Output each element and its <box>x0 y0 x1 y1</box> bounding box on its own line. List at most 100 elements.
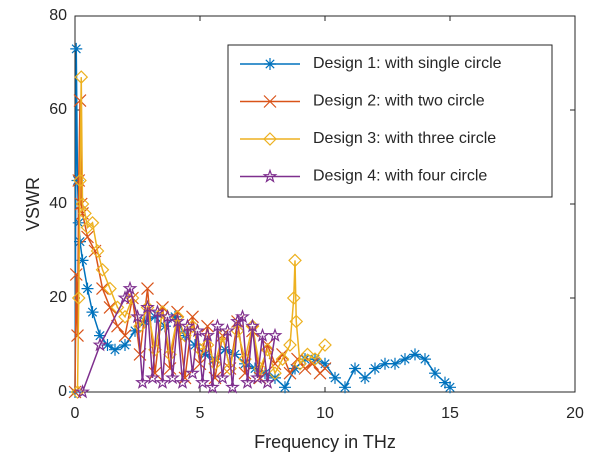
marker <box>349 362 361 375</box>
marker <box>389 357 401 370</box>
marker <box>205 379 220 394</box>
marker <box>300 347 315 362</box>
marker <box>145 370 160 385</box>
marker <box>160 308 175 324</box>
marker <box>195 374 210 389</box>
marker <box>117 290 133 305</box>
legend-label: Design 4: with four circle <box>313 168 487 185</box>
marker <box>239 357 251 370</box>
marker <box>439 376 451 389</box>
marker <box>318 338 332 352</box>
marker <box>69 268 83 281</box>
marker <box>96 282 109 296</box>
marker <box>92 337 108 352</box>
marker <box>133 319 147 334</box>
marker <box>169 310 181 323</box>
marker <box>70 42 83 55</box>
marker <box>200 338 215 352</box>
y-tick-label: 40 <box>49 195 67 212</box>
marker <box>101 339 114 351</box>
y-tick-label: 20 <box>49 289 67 306</box>
x-tick-label: 0 <box>71 405 80 422</box>
marker <box>235 308 250 324</box>
y-axis-label: VSWR <box>23 177 43 231</box>
marker <box>109 343 121 356</box>
y-tick-label: 80 <box>49 7 67 24</box>
marker <box>189 339 201 351</box>
marker <box>71 291 86 305</box>
x-tick-label: 15 <box>441 405 459 422</box>
marker <box>339 381 351 394</box>
marker <box>94 329 106 342</box>
x-tick-label: 5 <box>196 405 205 422</box>
marker <box>73 94 87 108</box>
marker <box>118 309 132 324</box>
marker <box>289 314 304 329</box>
series-line <box>81 286 276 393</box>
marker <box>293 356 307 371</box>
marker <box>103 281 117 296</box>
marker <box>171 305 184 319</box>
marker <box>148 366 162 380</box>
marker <box>275 352 290 366</box>
x-tick-label: 20 <box>566 405 584 422</box>
marker <box>369 362 381 375</box>
marker <box>81 282 94 295</box>
legend-marker <box>264 58 276 70</box>
series-line <box>74 100 326 393</box>
marker <box>135 374 150 389</box>
marker <box>80 220 95 235</box>
marker <box>155 374 170 389</box>
marker <box>140 299 155 314</box>
marker <box>141 282 154 296</box>
marker <box>409 348 421 361</box>
marker <box>444 381 456 394</box>
marker <box>86 306 99 319</box>
marker <box>308 352 322 366</box>
marker <box>73 173 87 188</box>
marker <box>170 313 185 328</box>
legend-marker <box>263 132 277 146</box>
marker <box>139 315 151 328</box>
marker <box>185 365 200 380</box>
marker <box>163 347 177 362</box>
x-axis-label: Frequency in THz <box>254 432 396 452</box>
marker <box>359 371 371 384</box>
marker <box>119 339 131 351</box>
marker <box>260 374 275 389</box>
marker <box>329 371 341 384</box>
marker <box>250 370 265 385</box>
legend-label: Design 1: with single circle <box>313 55 502 72</box>
legend-box <box>227 44 553 198</box>
marker <box>129 324 141 337</box>
marker <box>269 371 281 384</box>
marker <box>85 215 100 230</box>
y-tick-label: 0 <box>58 383 67 400</box>
marker <box>283 366 297 380</box>
marker <box>74 70 89 84</box>
marker <box>150 304 165 319</box>
marker <box>208 356 222 371</box>
marker <box>429 367 441 380</box>
marker <box>156 300 169 314</box>
marker <box>81 230 94 244</box>
marker <box>399 353 411 366</box>
marker <box>255 327 270 342</box>
marker <box>71 174 84 187</box>
marker <box>283 338 297 352</box>
marker <box>225 379 240 394</box>
marker <box>279 381 291 394</box>
marker <box>419 353 431 366</box>
marker <box>200 327 215 342</box>
marker <box>186 310 199 324</box>
marker <box>318 362 332 375</box>
marker <box>210 318 225 333</box>
marker <box>75 384 90 399</box>
marker <box>76 254 89 267</box>
marker <box>111 319 124 333</box>
marker <box>268 366 282 381</box>
marker <box>130 308 145 324</box>
marker <box>249 362 261 375</box>
marker <box>245 318 260 333</box>
